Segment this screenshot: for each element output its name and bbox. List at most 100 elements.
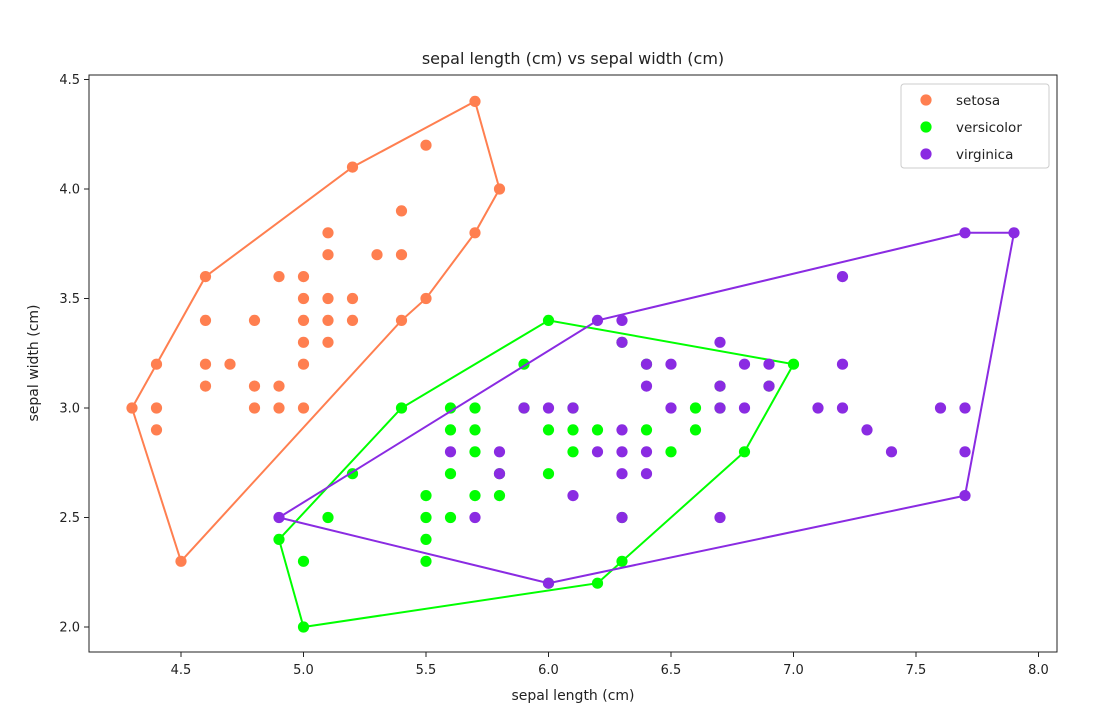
data-point <box>689 424 702 436</box>
data-point <box>665 358 677 370</box>
data-point <box>322 249 334 261</box>
data-point <box>812 402 824 414</box>
data-point <box>714 380 726 392</box>
data-point <box>885 446 898 458</box>
x-tick-label: 7.0 <box>783 663 804 678</box>
y-axis: 2.0 2.5 3.0 3.5 4.0 4.5 <box>59 73 89 636</box>
data-point <box>297 358 310 370</box>
x-tick-label: 4.5 <box>171 663 192 678</box>
data-point <box>493 468 506 480</box>
data-point <box>836 271 849 283</box>
data-point <box>714 336 726 348</box>
legend: setosa versicolor virginica <box>900 83 1050 169</box>
data-point <box>297 271 310 283</box>
data-point <box>346 314 359 326</box>
data-point <box>199 358 212 370</box>
y-tick-label: 4.0 <box>59 183 80 198</box>
x-axis: 4.5 5.0 5.5 6.0 6.5 7.0 7.5 8.0 <box>171 652 1049 678</box>
legend-item-versicolor: versicolor <box>920 120 1022 136</box>
legend-item-setosa: setosa <box>920 93 1000 109</box>
data-point <box>371 249 383 261</box>
data-point <box>199 314 212 326</box>
plot-area <box>126 95 1020 633</box>
data-point <box>763 380 775 392</box>
data-point <box>640 468 653 480</box>
data-point <box>297 555 310 567</box>
legend-marker-icon <box>920 148 932 160</box>
data-point <box>959 402 971 414</box>
data-point <box>150 424 163 436</box>
data-point <box>346 292 359 305</box>
data-point <box>567 490 579 502</box>
y-tick-label: 3.0 <box>59 402 80 417</box>
data-point <box>665 446 677 458</box>
data-point <box>542 468 555 480</box>
data-point <box>297 314 310 326</box>
data-point <box>469 424 481 436</box>
data-point <box>836 358 849 370</box>
data-point <box>518 402 530 414</box>
data-point <box>273 402 285 414</box>
convex-hull-versicolor <box>277 319 796 628</box>
data-point <box>469 402 481 414</box>
legend-label: setosa <box>956 93 1000 109</box>
data-point <box>297 402 310 414</box>
data-point <box>567 402 579 414</box>
series-virginica <box>273 227 1020 589</box>
data-point <box>616 468 628 480</box>
data-point <box>714 402 726 414</box>
chart-title: sepal length (cm) vs sepal width (cm) <box>422 49 724 68</box>
data-point <box>738 402 751 414</box>
x-tick-label: 5.0 <box>293 663 314 678</box>
x-tick-label: 7.5 <box>906 663 927 678</box>
x-tick-label: 6.0 <box>538 663 559 678</box>
x-tick-label: 6.5 <box>661 663 682 678</box>
data-point <box>616 314 628 326</box>
data-point <box>273 271 285 283</box>
y-tick-label: 2.0 <box>59 621 80 636</box>
legend-box <box>900 83 1050 169</box>
x-axis-label: sepal length (cm) <box>511 688 634 704</box>
data-point <box>469 446 481 458</box>
data-point <box>714 511 726 524</box>
convex-hull-virginica <box>278 231 1016 585</box>
data-point <box>444 511 457 524</box>
data-point <box>420 555 432 567</box>
data-point <box>616 446 628 458</box>
data-point <box>861 424 873 436</box>
y-tick-label: 2.5 <box>59 511 80 526</box>
data-point <box>493 490 506 502</box>
legend-label: virginica <box>956 147 1013 163</box>
data-point <box>738 358 751 370</box>
legend-item-virginica: virginica <box>920 147 1013 163</box>
data-point <box>297 292 310 305</box>
data-point <box>591 446 604 458</box>
legend-marker-icon <box>920 121 932 133</box>
data-point <box>469 490 481 502</box>
axes-frame <box>88 74 1058 653</box>
data-point <box>763 358 775 370</box>
data-point <box>640 424 653 436</box>
data-point <box>640 358 653 370</box>
y-axis-label: sepal width (cm) <box>26 304 42 421</box>
data-point <box>959 446 971 458</box>
data-point <box>248 380 261 392</box>
series-setosa <box>126 95 506 567</box>
data-point <box>542 424 555 436</box>
data-point <box>322 314 334 326</box>
data-point <box>248 402 261 414</box>
data-point <box>420 139 432 151</box>
data-point <box>934 402 947 414</box>
data-point <box>444 424 457 436</box>
convex-hull-setosa <box>131 99 501 564</box>
data-point <box>224 358 236 370</box>
data-point <box>420 490 432 502</box>
data-point <box>616 424 628 436</box>
data-point <box>248 314 261 326</box>
y-tick-label: 4.5 <box>59 73 80 88</box>
data-point <box>836 402 849 414</box>
data-point <box>199 380 212 392</box>
data-point <box>616 336 628 348</box>
x-tick-label: 5.5 <box>416 663 437 678</box>
